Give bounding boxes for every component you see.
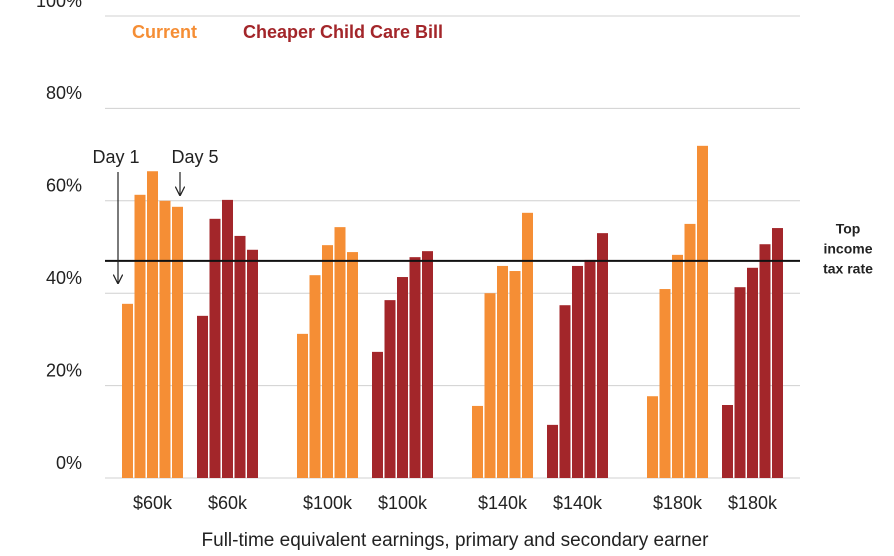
x-tick-label: $180k [728,493,778,513]
bar [547,424,558,478]
y-tick-label: 40% [46,268,82,288]
bar [334,227,346,478]
bar [509,271,521,478]
bar [759,244,771,478]
bar [697,145,708,478]
x-tick-label: $140k [478,493,528,513]
x-tick-label: $100k [378,493,428,513]
y-tick-label: 0% [56,453,82,473]
bar [522,212,533,478]
y-tick-label: 20% [46,360,82,380]
bar [484,293,496,478]
bar [584,259,596,478]
x-tick-label: $60k [133,493,173,513]
bar [647,396,658,478]
bar [422,251,433,478]
x-tick-label: $140k [553,493,603,513]
bar [672,254,683,478]
bar [309,275,321,478]
bar [384,300,396,478]
bar [772,228,783,478]
bar [684,223,696,478]
bar [222,199,233,478]
y-tick-label: 60% [46,176,82,196]
legend-entry: Cheaper Child Care Bill [243,22,443,42]
bar [147,171,158,478]
bar [722,405,733,478]
bar [209,218,221,478]
bar [472,405,483,478]
bar [409,257,421,478]
bar [297,333,308,478]
y-tick-label: 80% [46,83,82,103]
bar [347,252,358,478]
bar [172,206,183,478]
bar [747,267,758,478]
legend-entry: Current [132,22,197,42]
reference-label: tax rate [823,261,873,277]
bar [397,277,408,478]
bar [597,233,608,478]
reference-label: income [823,241,872,257]
bar [247,249,258,478]
bar [559,305,571,478]
bar [197,315,208,478]
reference-label: Top [836,221,861,237]
annotation: Day 5 [171,147,218,167]
bar [734,287,746,478]
x-tick-label: $180k [653,493,703,513]
bar [659,289,671,478]
bar [322,245,333,478]
bar [234,235,246,478]
bar [572,265,583,478]
bar [134,194,146,478]
x-tick-label: $100k [303,493,353,513]
bar [372,351,383,478]
x-tick-label: $60k [208,493,248,513]
bar [159,200,171,479]
annotation: Day 1 [92,147,139,167]
y-tick-label: 100% [36,0,82,11]
bar [122,303,133,478]
x-axis-label: Full-time equivalent earnings, primary a… [202,530,710,551]
bar [497,265,508,478]
